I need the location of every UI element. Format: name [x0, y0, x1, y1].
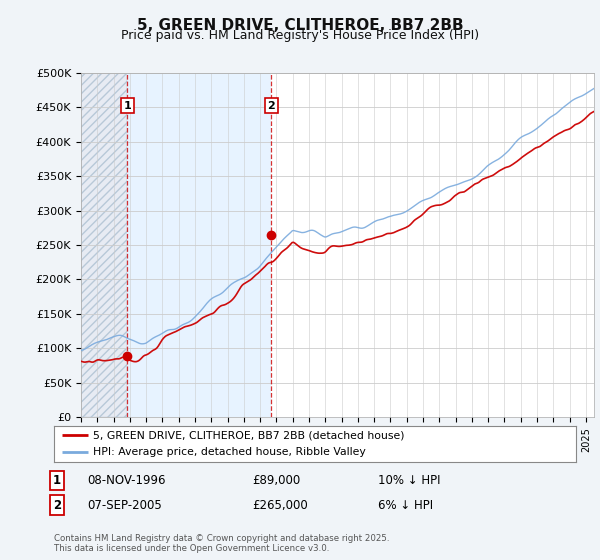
Text: Contains HM Land Registry data © Crown copyright and database right 2025.
This d: Contains HM Land Registry data © Crown c…: [54, 534, 389, 553]
Text: 6% ↓ HPI: 6% ↓ HPI: [378, 498, 433, 512]
Text: £265,000: £265,000: [252, 498, 308, 512]
Text: 08-NOV-1996: 08-NOV-1996: [87, 474, 166, 487]
Bar: [81, 73, 127, 417]
Text: £89,000: £89,000: [252, 474, 300, 487]
Bar: [81, 73, 127, 417]
Text: 10% ↓ HPI: 10% ↓ HPI: [378, 474, 440, 487]
Text: 07-SEP-2005: 07-SEP-2005: [87, 498, 162, 512]
Text: Price paid vs. HM Land Registry's House Price Index (HPI): Price paid vs. HM Land Registry's House …: [121, 29, 479, 42]
Text: 5, GREEN DRIVE, CLITHEROE, BB7 2BB (detached house): 5, GREEN DRIVE, CLITHEROE, BB7 2BB (deta…: [93, 431, 404, 440]
Text: 5, GREEN DRIVE, CLITHEROE, BB7 2BB: 5, GREEN DRIVE, CLITHEROE, BB7 2BB: [137, 18, 463, 33]
Text: 1: 1: [124, 100, 131, 110]
Text: 2: 2: [268, 100, 275, 110]
Text: 1: 1: [53, 474, 61, 487]
Text: HPI: Average price, detached house, Ribble Valley: HPI: Average price, detached house, Ribb…: [93, 447, 366, 457]
Text: 2: 2: [53, 498, 61, 512]
Bar: [127, 73, 271, 417]
